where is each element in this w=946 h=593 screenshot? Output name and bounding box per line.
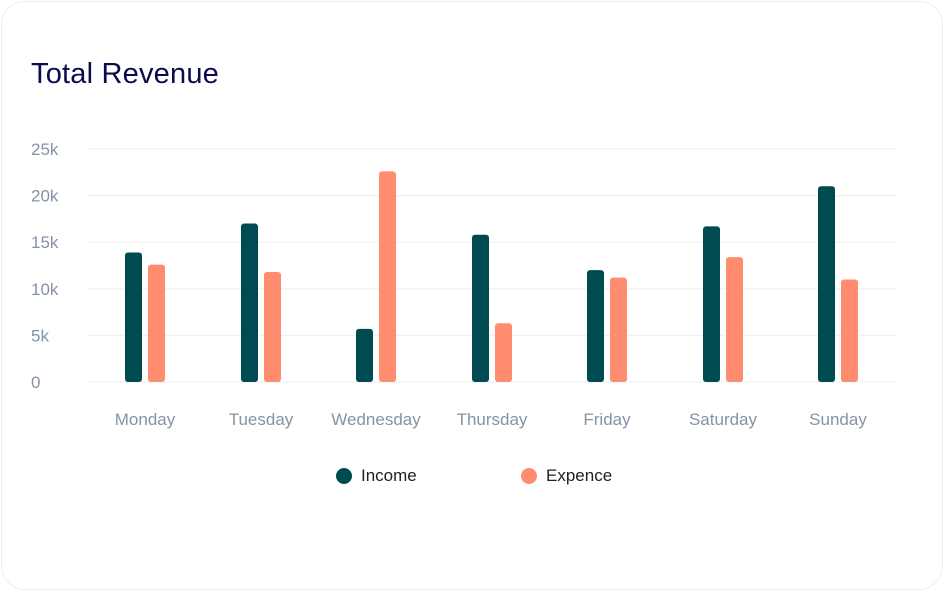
bar-expence-sunday[interactable] (841, 279, 858, 382)
x-tick-label: Saturday (689, 410, 758, 429)
bar-expence-tuesday[interactable] (264, 272, 281, 382)
y-tick-label: 0 (31, 373, 40, 392)
x-tick-label: Tuesday (229, 410, 294, 429)
chart-legend: Income Expence (0, 464, 946, 488)
legend-item-income[interactable]: Income (336, 464, 417, 488)
legend-dot-icon (521, 468, 537, 484)
legend-item-expence[interactable]: Expence (521, 464, 612, 488)
y-tick-label: 10k (31, 280, 59, 299)
chart-title: Total Revenue (31, 58, 219, 90)
bar-expence-wednesday[interactable] (379, 171, 396, 382)
bar-income-wednesday[interactable] (356, 328, 373, 382)
x-tick-label: Thursday (457, 410, 528, 429)
x-tick-label: Sunday (809, 410, 867, 429)
bar-expence-saturday[interactable] (726, 257, 743, 382)
x-tick-label: Wednesday (331, 410, 421, 429)
bar-income-friday[interactable] (587, 270, 604, 382)
bar-expence-thursday[interactable] (495, 323, 512, 382)
bar-income-sunday[interactable] (818, 186, 835, 382)
x-tick-label: Friday (583, 410, 631, 429)
bar-expence-friday[interactable] (610, 277, 627, 382)
legend-label: Income (361, 466, 417, 485)
y-tick-label: 25k (31, 140, 59, 159)
bar-income-tuesday[interactable] (241, 223, 258, 382)
bar-income-thursday[interactable] (472, 234, 489, 382)
y-tick-label: 15k (31, 233, 59, 252)
y-tick-label: 5k (31, 326, 49, 345)
x-tick-label: Monday (115, 410, 176, 429)
bar-expence-monday[interactable] (148, 264, 165, 382)
legend-dot-icon (336, 468, 352, 484)
legend-label: Expence (546, 466, 613, 485)
bar-income-saturday[interactable] (703, 226, 720, 382)
bar-income-monday[interactable] (125, 252, 142, 382)
y-tick-label: 20k (31, 187, 59, 206)
